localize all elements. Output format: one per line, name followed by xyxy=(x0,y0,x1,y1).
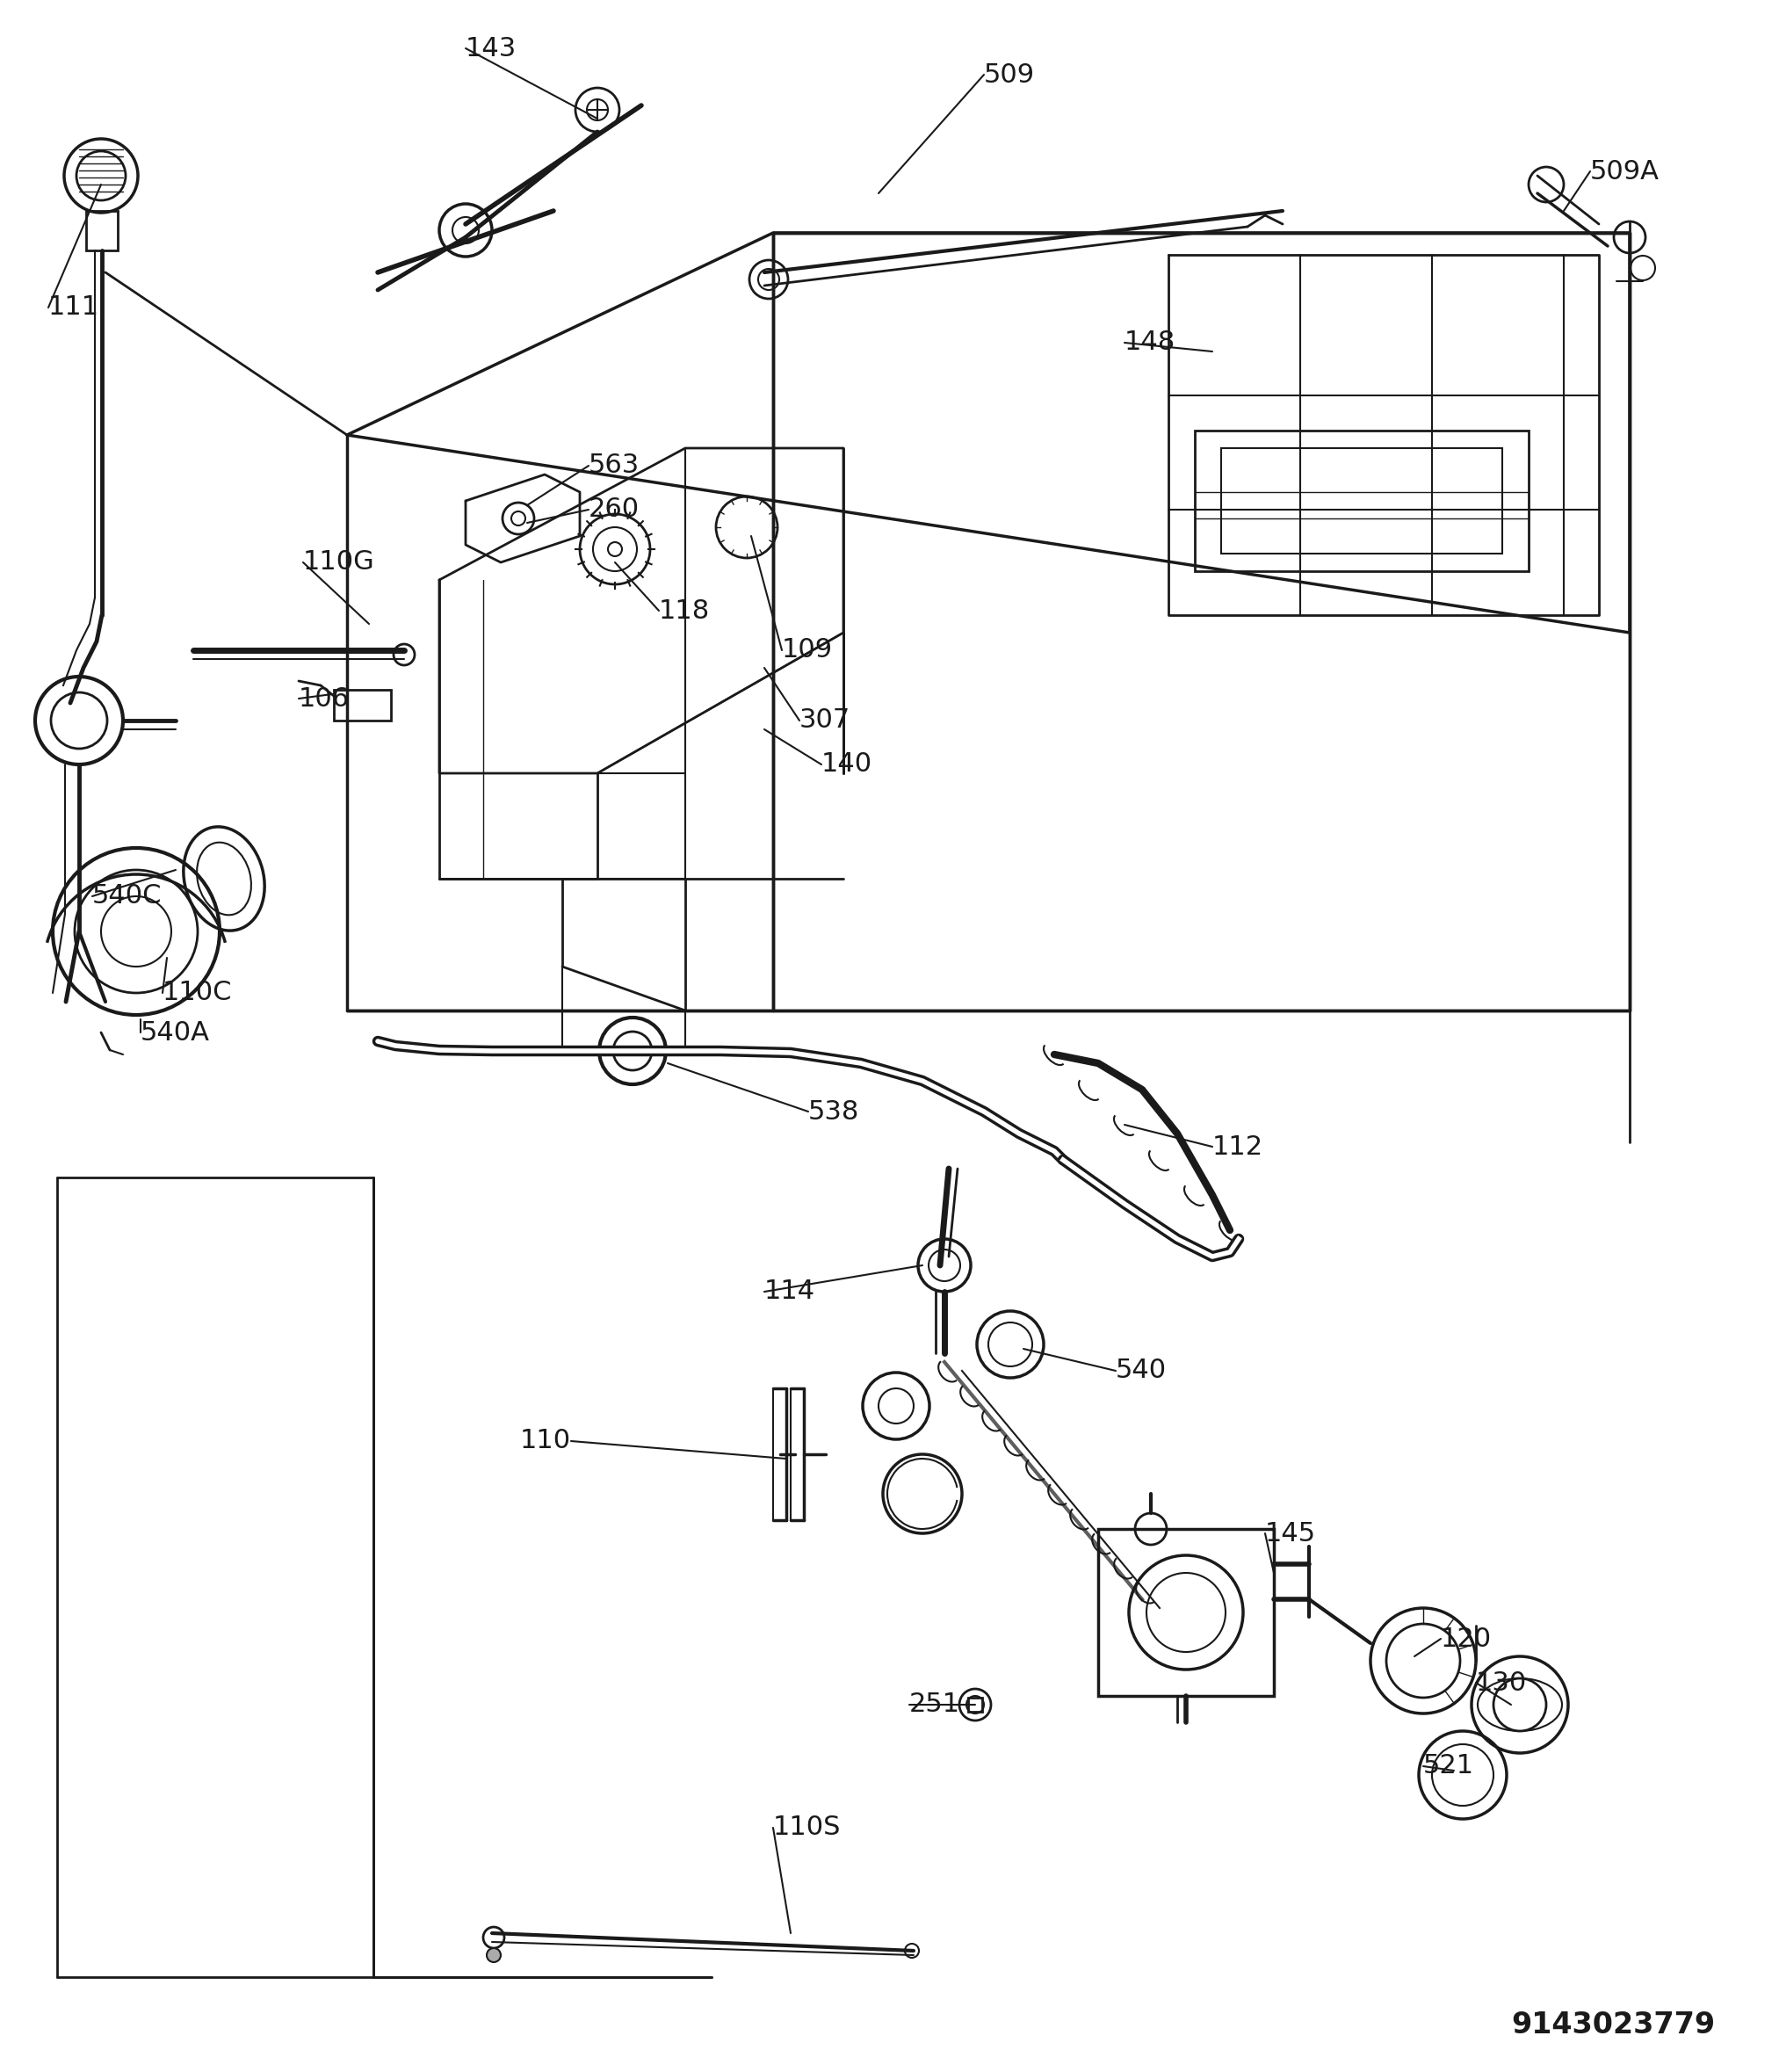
Text: 538: 538 xyxy=(808,1098,859,1125)
Text: 130: 130 xyxy=(1477,1670,1526,1695)
Bar xyxy=(1098,1529,1274,1695)
Text: 112: 112 xyxy=(1211,1133,1263,1160)
Text: 110G: 110G xyxy=(302,549,375,576)
Bar xyxy=(334,690,391,721)
Text: 114: 114 xyxy=(765,1278,815,1305)
Circle shape xyxy=(600,1017,665,1084)
Text: 260: 260 xyxy=(589,497,640,522)
Text: 9143023779: 9143023779 xyxy=(1510,2012,1715,2041)
Text: 540C: 540C xyxy=(93,883,162,910)
Text: 106: 106 xyxy=(299,686,350,711)
Text: 509: 509 xyxy=(984,62,1035,87)
Text: 307: 307 xyxy=(799,709,850,733)
Bar xyxy=(85,211,117,251)
Bar xyxy=(968,1697,982,1711)
Bar xyxy=(1195,431,1528,572)
Text: 540A: 540A xyxy=(141,1019,210,1044)
Circle shape xyxy=(487,1948,500,1962)
Text: 120: 120 xyxy=(1441,1627,1493,1651)
Text: 540: 540 xyxy=(1115,1357,1167,1384)
Text: 118: 118 xyxy=(658,599,710,624)
Text: 509A: 509A xyxy=(1590,160,1660,184)
Bar xyxy=(1220,448,1501,553)
Text: 521: 521 xyxy=(1423,1753,1475,1780)
Text: 140: 140 xyxy=(822,752,872,777)
Text: 110: 110 xyxy=(519,1428,571,1455)
Text: 145: 145 xyxy=(1265,1521,1316,1546)
Text: 143: 143 xyxy=(466,35,516,60)
Text: 110S: 110S xyxy=(774,1815,841,1840)
Text: 251: 251 xyxy=(909,1693,961,1718)
Text: 148: 148 xyxy=(1124,329,1176,356)
Text: 109: 109 xyxy=(783,638,833,663)
Text: 563: 563 xyxy=(589,454,640,479)
Text: 111: 111 xyxy=(48,294,100,321)
Text: 110C: 110C xyxy=(162,980,233,1005)
